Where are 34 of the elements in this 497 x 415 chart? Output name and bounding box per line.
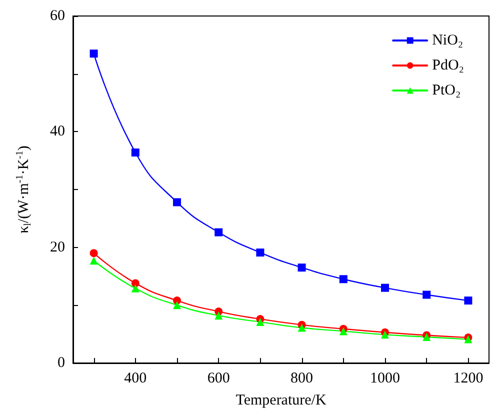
point: [131, 148, 140, 156]
y-tick-label: 20: [50, 239, 65, 256]
point: [422, 290, 431, 299]
x-tick-label: 600: [207, 370, 230, 386]
point: [90, 256, 98, 265]
point: [339, 275, 348, 284]
x-tick-label: 1000: [370, 370, 400, 386]
point: [339, 327, 348, 336]
point: [464, 296, 472, 305]
point: [381, 330, 389, 339]
point: [90, 50, 98, 58]
point: [173, 198, 181, 206]
x-tick-label: 400: [124, 370, 147, 386]
point: [214, 312, 223, 320]
point: [214, 228, 223, 236]
point: [298, 324, 306, 332]
point: [131, 284, 140, 292]
x-axis-title: Temperature/K: [236, 392, 326, 408]
point: [256, 318, 264, 326]
point: [381, 284, 389, 292]
legend-label: PtO₂: [432, 82, 461, 98]
legend-label: NiO₂: [432, 32, 464, 48]
x-tick-label: 800: [290, 370, 314, 386]
point: [298, 264, 306, 272]
y-tick-label: 60: [50, 8, 65, 24]
point: [90, 249, 98, 258]
point: [256, 248, 264, 257]
y-axis-title: κl/(W·m-1·K-1): [14, 146, 34, 234]
x-tick-label: 1200: [453, 370, 484, 386]
y-tick-label: 0: [58, 355, 65, 371]
y-tick-label: 40: [50, 124, 65, 140]
legend-label: PdO₂: [432, 58, 464, 74]
point: [131, 279, 140, 288]
point: [173, 301, 181, 310]
